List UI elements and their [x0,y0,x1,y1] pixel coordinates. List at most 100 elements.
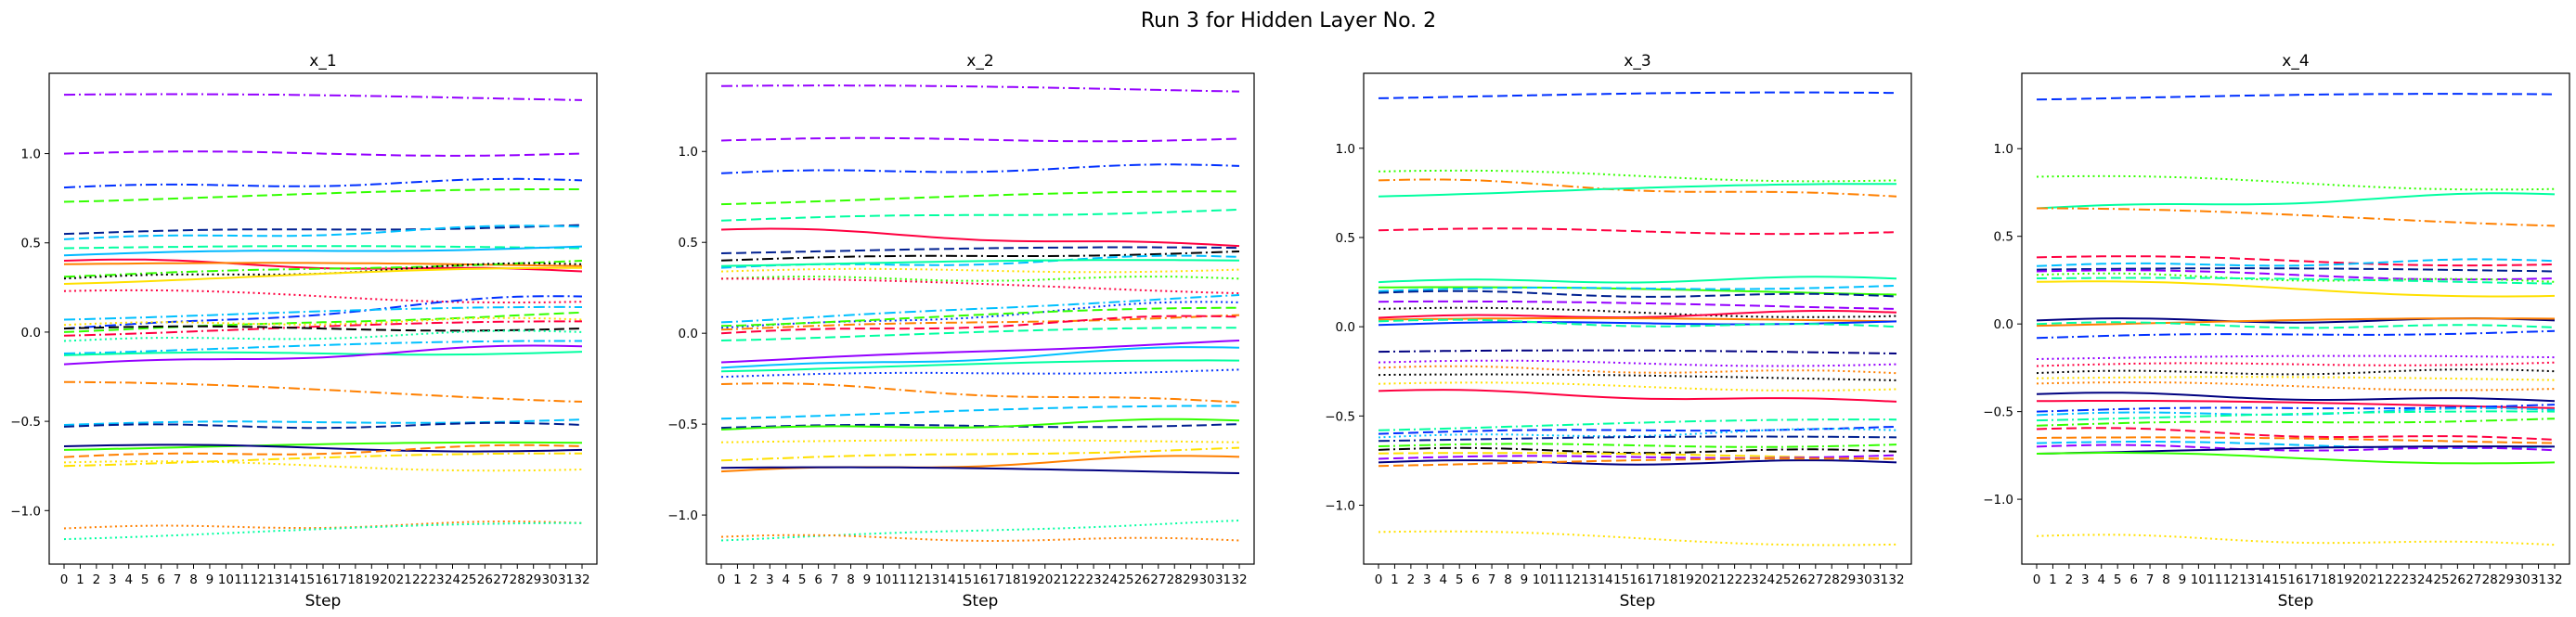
y-tick-label: 0.0 [21,326,41,341]
x-tick-label: 17 [1646,572,1662,587]
series-line [720,254,1240,269]
series-line [63,325,583,332]
x-axis-label: Step [963,592,999,611]
x-tick-label: 31 [558,572,574,587]
series-line [63,260,583,278]
x-tick-label: 23 [2401,572,2416,587]
x-tick-label: 22 [1069,572,1085,587]
y-tick-label: 0.5 [1336,231,1355,246]
x-tick-label: 26 [1792,572,1807,587]
series-line [1378,457,1897,468]
series-line [1378,317,1897,323]
x-tick-label: 27 [493,572,509,587]
series-line [720,136,1240,143]
x-tick-label: 0 [60,572,69,587]
x-tick-label: 6 [814,572,822,587]
x-tick-label: 13 [924,572,939,587]
x-axis-label: Step [1620,592,1656,611]
x-tick-label: 7 [831,572,839,587]
x-tick-label: 14 [940,572,956,587]
series-line [63,225,583,240]
series-line [2036,317,2556,328]
series-line [63,443,583,453]
x-tick-label: 9 [206,572,214,587]
x-tick-label: 10 [2191,572,2207,587]
x-tick-label: 15 [2272,572,2287,587]
x-tick-label: 23 [1085,572,1101,587]
x-tick-label: 20 [1037,572,1053,587]
series-line [63,245,583,257]
series-group [1378,91,1897,546]
y-tick-label: 0.5 [679,236,698,251]
series-line [720,327,1240,341]
series-line [2036,258,2556,267]
y-tick-label: 1.0 [21,148,41,162]
series-line [720,423,1240,430]
x-tick-label: 12 [2223,572,2239,587]
y-tick-label: −0.5 [1983,405,2013,420]
x-tick-label: 1 [733,572,742,587]
series-line [1378,91,1897,99]
x-tick-label: 26 [2450,572,2466,587]
x-tick-label: 25 [1775,572,1791,587]
x-tick-label: 32 [1888,572,1904,587]
series-line [64,380,583,403]
x-tick-label: 19 [1021,572,1037,587]
x-tick-label: 6 [1471,572,1480,587]
x-tick-label: 27 [1150,572,1166,587]
series-line [63,344,583,366]
chart-panel-2: x_20 1 2 3 4 5 6 7 8 9 10 11 12 13 14 15 16 17 18 19 20 21 22 2… [667,52,1255,611]
x-tick-label: 12 [1565,572,1581,587]
x-tick-label: 16 [315,572,330,587]
chart-title: x_3 [1624,52,1650,71]
series-line [720,294,1240,324]
x-tick-label: 9 [863,572,872,587]
series-line [720,314,1240,331]
x-tick-label: 13 [1581,572,1597,587]
chart-title: x_2 [966,52,993,71]
x-tick-label: 4 [782,572,790,587]
series-line [2036,276,2556,285]
series-line [2036,269,2556,281]
x-tick-label: 21 [396,572,412,587]
series-line [63,340,582,354]
y-tick-label: 0.0 [1336,320,1355,335]
x-tick-label: 8 [847,572,855,587]
series-line [720,190,1240,206]
series-group [63,93,583,541]
x-tick-label: 7 [174,572,182,587]
series-line [720,446,1240,462]
y-tick-label: −0.5 [667,418,698,432]
x-tick-label: 32 [2546,572,2562,587]
series-line [63,418,583,426]
series-line [1378,389,1897,403]
series-line [63,245,583,250]
y-tick-label: −1.0 [1325,499,1355,514]
chart-panel-1: x_10 1 2 3 4 5 6 7 8 9 10 11 12 13 14 15 16 17 18 19 20 21 22 2… [10,52,598,611]
x-tick-label: 22 [412,572,428,587]
x-tick-label: 32 [574,572,589,587]
x-tick-label: 18 [1662,572,1677,587]
series-line [1378,418,1897,431]
series-line [1378,349,1897,354]
x-tick-label: 25 [460,572,476,587]
series-line [2036,443,2556,452]
x-tick-label: 31 [2531,572,2546,587]
x-tick-label: 0 [718,572,726,587]
series-line [63,93,583,101]
x-tick-label: 20 [2352,572,2368,587]
x-tick-label: 17 [2304,572,2320,587]
series-line [63,266,582,285]
series-line [720,306,1240,328]
series-line [720,418,1240,431]
x-tick-label: 13 [2239,572,2255,587]
figure-suptitle: Run 3 for Hidden Layer No. 2 [1141,9,1436,32]
series-line [1378,183,1897,198]
series-line [720,84,1240,93]
series-line [63,224,583,236]
series-line [63,443,583,458]
x-tick-label: 22 [1727,572,1742,587]
x-tick-label: 18 [1004,572,1020,587]
series-line [720,163,1240,174]
